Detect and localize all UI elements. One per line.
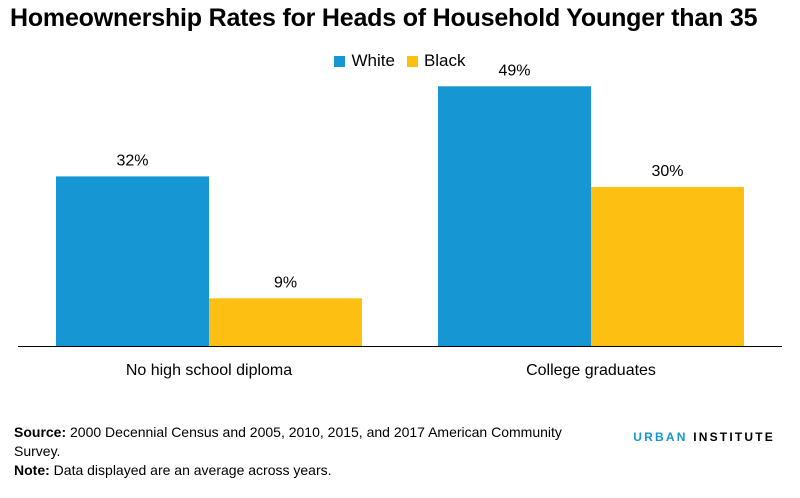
category-label-1: College graduates xyxy=(526,362,656,379)
legend-label-black: Black xyxy=(423,51,466,70)
bar-black-0 xyxy=(209,298,362,346)
bar-white-1 xyxy=(438,86,591,347)
brand-part-institute: INSTITUTE xyxy=(693,430,775,444)
note: Note: Data displayed are an average acro… xyxy=(14,461,574,480)
bar-chart: 32% 9% No high school diploma 49% 30% College… xyxy=(18,62,782,379)
urban-institute-logo: URBAN INSTITUTE xyxy=(633,430,775,444)
brand-part-urban: URBAN xyxy=(633,430,688,444)
chart-title: Homeownership Rates for Heads of Househo… xyxy=(10,4,758,32)
data-label-white-0: 32% xyxy=(116,152,148,169)
source-text: 2000 Decennial Census and 2005, 2010, 20… xyxy=(14,424,562,459)
bar-white-0 xyxy=(56,176,209,346)
data-label-white-1: 49% xyxy=(498,62,530,79)
legend-swatch-white xyxy=(334,55,346,67)
note-text: Data displayed are an average across yea… xyxy=(53,462,332,478)
legend: White Black xyxy=(0,51,800,71)
data-label-black-0: 9% xyxy=(274,274,297,291)
category-label-0: No high school diploma xyxy=(126,362,292,379)
legend-label-white: White xyxy=(351,51,395,70)
data-label-black-1: 30% xyxy=(651,163,683,180)
legend-item-black: Black xyxy=(406,51,466,71)
legend-item-white: White xyxy=(334,51,395,71)
note-label: Note: xyxy=(14,462,50,478)
source-note: Source: 2000 Decennial Census and 2005, … xyxy=(14,423,574,461)
source-label: Source: xyxy=(14,424,67,440)
notes: Source: 2000 Decennial Census and 2005, … xyxy=(14,423,574,480)
legend-swatch-black xyxy=(406,55,418,67)
bar-black-1 xyxy=(591,187,744,346)
